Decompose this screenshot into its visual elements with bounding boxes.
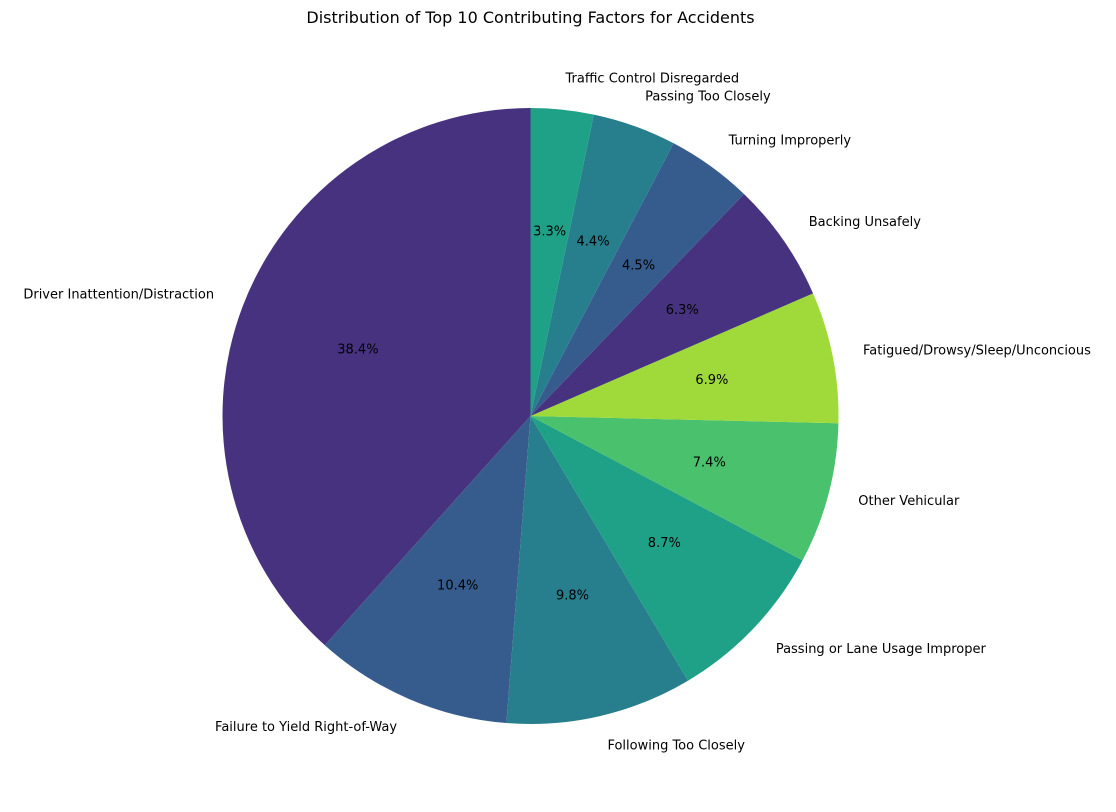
pie-percent-label: 8.7% [648, 536, 681, 551]
pie-percent-label: 4.4% [577, 235, 610, 250]
pie-percent-label: 10.4% [437, 578, 478, 593]
pie-slice-passing-or-lane-usage-improper [530, 416, 803, 681]
pie-slice-turning-improperly [530, 143, 744, 416]
pie-category-label: Fatigued/Drowsy/Sleep/Unconcious [863, 344, 1091, 359]
pie-slice-fatigued-drowsy-sleep-unconcious [530, 293, 839, 424]
pie-percent-labels: 38.4% 10.4% 9.8% 8.7% 7.4% 6.9% 6.3% 4.5% 4.4% 3.… [337, 225, 728, 604]
pie-category-label: Failure to Yield Right-of-Way [215, 720, 397, 735]
pie-slices [222, 108, 839, 725]
pie-category-label: Passing or Lane Usage Improper [776, 642, 987, 657]
pie-category-label: Driver Inattention/Distraction [23, 287, 214, 302]
pie-category-labels: Driver Inattention/Distraction Failure to… [23, 72, 1091, 754]
pie-category-label: Backing Unsafely [809, 215, 921, 230]
pie-slice-failure-to-yield-right-of-way [324, 416, 531, 724]
pie-slice-driver-inattention-distraction [222, 108, 531, 646]
pie-slice-backing-unsafely [530, 193, 814, 416]
pie-slice-other-vehicular [530, 416, 839, 561]
pie-category-label: Turning Improperly [728, 134, 852, 149]
pie-percent-label: 6.3% [666, 303, 699, 318]
pie-slice-traffic-control-disregarded [530, 108, 594, 416]
pie-category-label: Other Vehicular [858, 494, 960, 509]
pie-percent-label: 3.3% [533, 225, 566, 240]
pie-category-label: Passing Too Closely [645, 90, 771, 105]
pie-percent-label: 9.8% [556, 588, 589, 603]
pie-percent-label: 38.4% [337, 342, 378, 357]
pie-slice-following-too-closely [506, 416, 688, 725]
pie-percent-label: 6.9% [695, 373, 728, 388]
pie-percent-label: 4.5% [622, 259, 655, 274]
pie-category-label: Following Too Closely [607, 738, 745, 753]
chart-title: Distribution of Top 10 Contributing Fact… [306, 8, 754, 27]
pie-percent-label: 7.4% [693, 455, 726, 470]
pie-slice-passing-too-closely [530, 114, 674, 416]
pie-category-label: Traffic Control Disregarded [565, 72, 740, 87]
